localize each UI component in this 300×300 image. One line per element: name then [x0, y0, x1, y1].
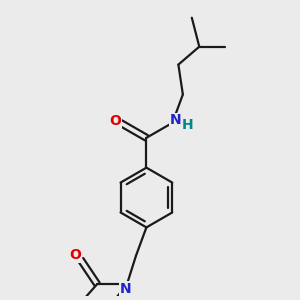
- Text: O: O: [109, 114, 121, 128]
- Text: N: N: [170, 113, 182, 128]
- Text: O: O: [69, 248, 81, 262]
- Text: H: H: [182, 118, 194, 132]
- Text: N: N: [120, 282, 131, 296]
